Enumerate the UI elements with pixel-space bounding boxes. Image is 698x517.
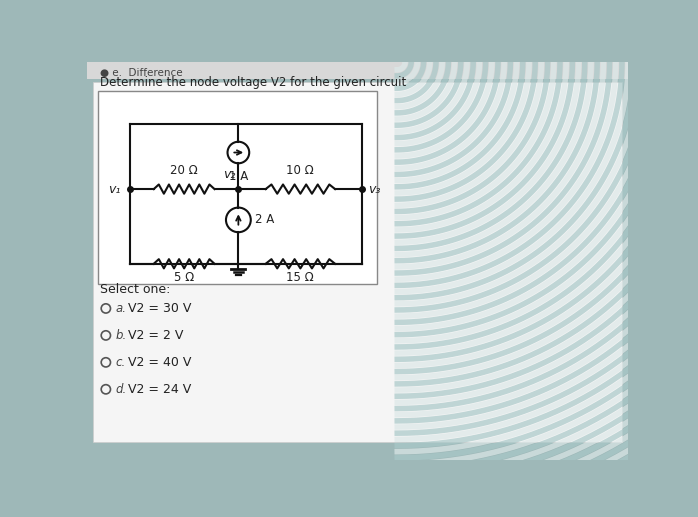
Text: Determine the node voltage V2 for the given circuit: Determine the node voltage V2 for the gi… bbox=[100, 76, 406, 89]
Text: ● e.  Difference: ● e. Difference bbox=[100, 68, 182, 78]
Text: V2 = 40 V: V2 = 40 V bbox=[128, 356, 191, 369]
Bar bbox=[98, 92, 377, 284]
Text: b.: b. bbox=[115, 329, 126, 342]
Text: d.: d. bbox=[115, 383, 126, 396]
Text: Select one:: Select one: bbox=[100, 283, 170, 296]
Text: 2 A: 2 A bbox=[255, 214, 274, 226]
Text: V2 = 30 V: V2 = 30 V bbox=[128, 302, 191, 315]
Text: V2 = 2 V: V2 = 2 V bbox=[128, 329, 183, 342]
Text: 10 Ω: 10 Ω bbox=[286, 164, 314, 177]
Text: v₃: v₃ bbox=[369, 183, 381, 195]
Text: a.: a. bbox=[115, 302, 126, 315]
Text: v₂: v₂ bbox=[223, 169, 235, 181]
Bar bbox=[87, 62, 628, 79]
Text: 20 Ω: 20 Ω bbox=[170, 164, 198, 177]
Text: 1 A: 1 A bbox=[229, 170, 248, 183]
Text: 15 Ω: 15 Ω bbox=[286, 271, 314, 284]
Text: c.: c. bbox=[115, 356, 126, 369]
Text: 5 Ω: 5 Ω bbox=[174, 271, 194, 284]
Text: v₁: v₁ bbox=[108, 183, 121, 195]
Text: V2 = 24 V: V2 = 24 V bbox=[128, 383, 191, 396]
